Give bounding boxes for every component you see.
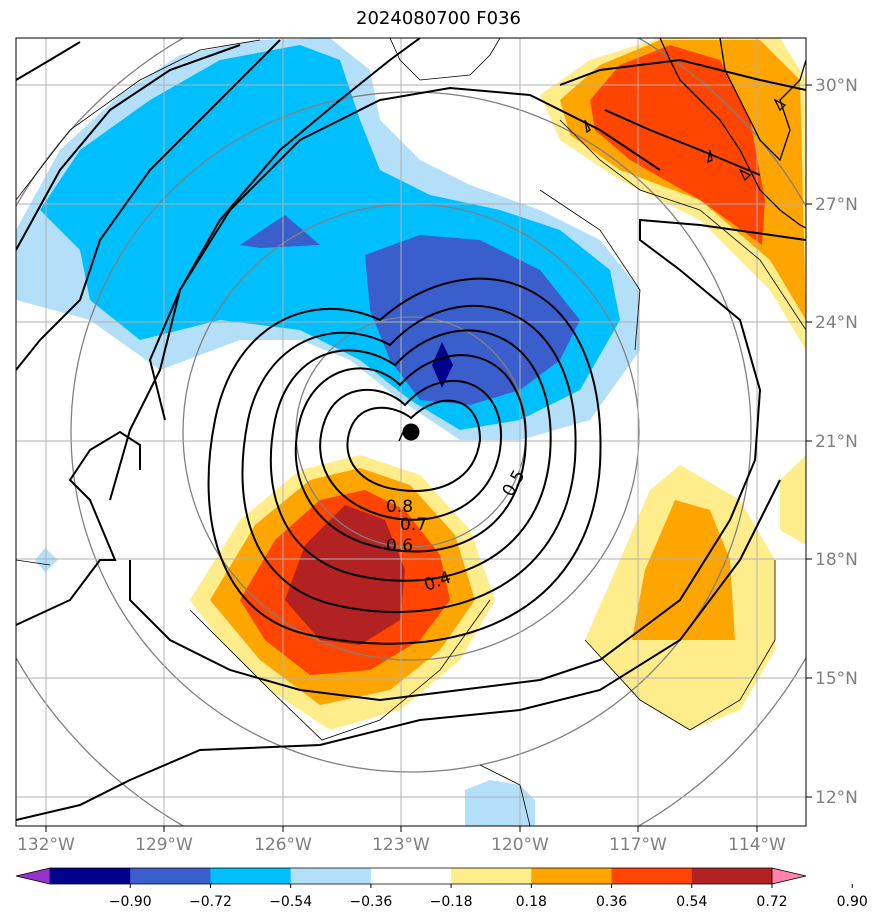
map-title: 2024080700 F036 bbox=[356, 8, 521, 29]
coastline bbox=[584, 38, 806, 229]
colorbar-tick-label: −0.18 bbox=[430, 894, 473, 910]
negative-anomaly-region bbox=[16, 38, 640, 826]
colorbar-tick-label: 0.90 bbox=[837, 894, 868, 910]
geopotential-contours bbox=[16, 38, 806, 821]
contour-label-0-6: 0.6 bbox=[386, 536, 413, 556]
thin-contours bbox=[16, 38, 806, 826]
lat-label: 24°N bbox=[815, 313, 858, 333]
lon-label: 114°W bbox=[728, 835, 786, 855]
lat-label: 18°N bbox=[815, 550, 858, 570]
lon-label: 132°W bbox=[17, 835, 75, 855]
positive-anomaly-region bbox=[190, 38, 806, 730]
latitude-labels: 30°N 27°N 24°N 21°N 18°N 15°N 12°N bbox=[815, 76, 858, 808]
colorbar-tick-labels: −0.90 −0.72 −0.54 −0.36 −0.18 0.18 0.36 0.54 0.7… bbox=[109, 894, 868, 910]
colorbar-tick-label: 0.72 bbox=[756, 894, 787, 910]
colorbar-extend-high bbox=[771, 867, 807, 885]
colorbar-tick-label: 0.54 bbox=[676, 894, 707, 910]
lon-label: 123°W bbox=[372, 835, 430, 855]
map-plot-area: 0.8 0.7 0.6 0.4 0.5 bbox=[16, 38, 806, 826]
colorbar-segment bbox=[130, 868, 211, 884]
colorbar-tick-label: 0.18 bbox=[516, 894, 547, 910]
lon-label: 129°W bbox=[135, 835, 193, 855]
lat-label: 30°N bbox=[815, 76, 858, 96]
lat-label: 12°N bbox=[815, 788, 858, 808]
colorbar bbox=[15, 867, 853, 888]
colorbar-frame bbox=[50, 867, 772, 885]
storm-center-marker bbox=[398, 423, 420, 442]
lon-label: 126°W bbox=[254, 835, 312, 855]
colorbar-segment bbox=[50, 868, 131, 884]
colorbar-segment bbox=[451, 868, 532, 884]
lat-label: 21°N bbox=[815, 432, 858, 452]
longitude-labels: 132°W 129°W 126°W 123°W 120°W 117°W 114°… bbox=[17, 835, 786, 855]
lat-label: 15°N bbox=[815, 669, 858, 689]
map-frame bbox=[15, 37, 807, 827]
contour-label-0-8: 0.8 bbox=[386, 497, 413, 517]
colorbar-segment bbox=[611, 868, 693, 884]
colorbar-segment bbox=[691, 868, 773, 884]
tick-marks bbox=[45, 84, 812, 832]
colorbar-segment bbox=[531, 868, 613, 884]
colorbar-tick-label: −0.90 bbox=[109, 894, 152, 910]
lat-label: 27°N bbox=[815, 195, 858, 215]
colorbar-segment bbox=[210, 868, 292, 884]
colorbar-tick-label: −0.72 bbox=[189, 894, 232, 910]
colorbar-tick-label: −0.54 bbox=[269, 894, 312, 910]
colorbar-extend-low bbox=[15, 867, 51, 885]
colorbar-tick-label: −0.36 bbox=[349, 894, 392, 910]
contour-label-0-5: 0.5 bbox=[499, 467, 530, 500]
colorbar-segment bbox=[290, 868, 372, 884]
lat-lon-grid bbox=[16, 38, 806, 826]
contour-label-0-7: 0.7 bbox=[400, 515, 427, 535]
colorbar-segment bbox=[370, 868, 452, 884]
lon-label: 117°W bbox=[609, 835, 667, 855]
colorbar-tick-label: 0.36 bbox=[596, 894, 627, 910]
lon-label: 120°W bbox=[491, 835, 549, 855]
